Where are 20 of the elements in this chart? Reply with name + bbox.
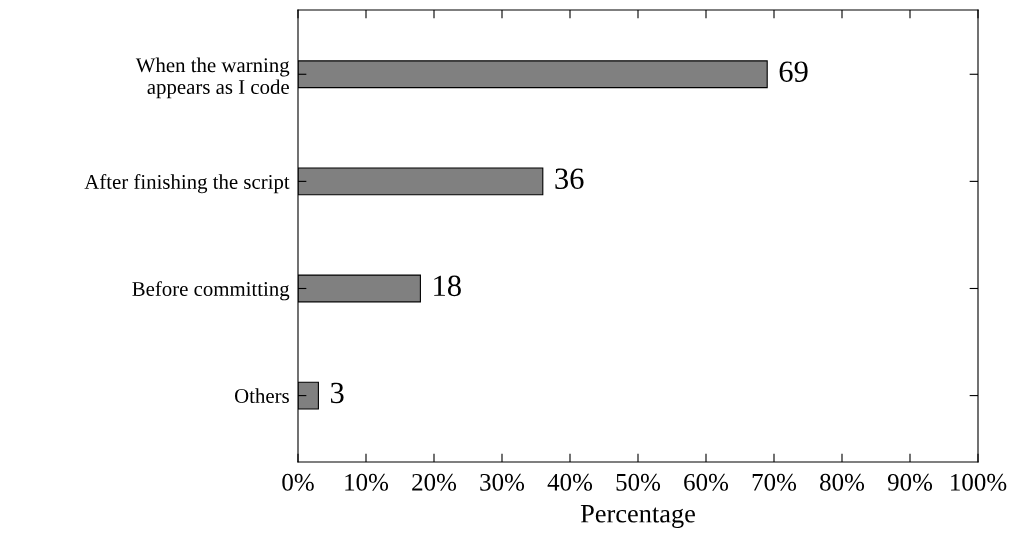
y-tick-label: Before committing: [132, 281, 290, 301]
data-label: 36: [555, 168, 584, 190]
x-tick-label: 30%: [480, 473, 525, 491]
y-tick-label: After finishing the script: [84, 174, 290, 194]
data-label: 69: [779, 61, 808, 82]
x-tick-label: 80%: [820, 473, 865, 491]
x-tick-label: 100%: [951, 473, 1007, 491]
x-tick-label: 0%: [282, 473, 314, 491]
x-tick-label: 50%: [616, 473, 661, 491]
data-label: 3: [330, 382, 344, 404]
x-tick-label: 20%: [412, 473, 457, 491]
data-label: 18: [434, 275, 461, 297]
x-axis-title: Percentage: [580, 505, 695, 529]
x-tick-label: 60%: [684, 473, 729, 491]
y-tick-label: When the warning appears as I code: [135, 57, 290, 99]
x-tick-label: 70%: [752, 473, 797, 491]
y-tick-label: Others: [234, 388, 289, 404]
x-tick-label: 90%: [887, 473, 933, 491]
x-tick-label: 40%: [547, 473, 593, 491]
x-tick-label: 10%: [345, 473, 389, 491]
